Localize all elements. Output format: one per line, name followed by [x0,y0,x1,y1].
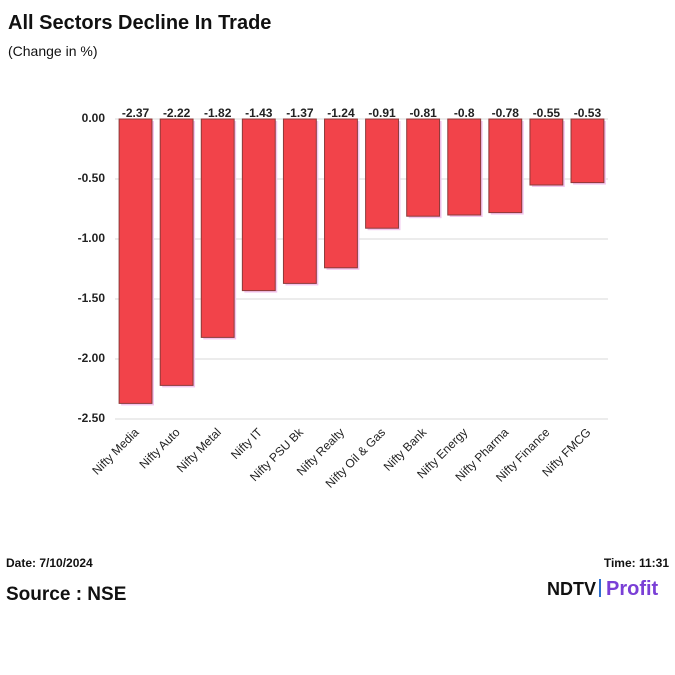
x-tick-label: Nifty IT [228,425,265,462]
bar [570,118,605,184]
date: Date: 7/10/2024 [6,556,93,570]
value-label: -0.53 [574,106,602,120]
x-tick-label: Nifty Metal [174,425,224,475]
bar [447,118,482,216]
y-tick-label: 0.00 [82,111,106,125]
bar [529,118,564,186]
source: Source : NSE [6,584,126,605]
value-label: -0.91 [368,106,396,120]
value-label: -0.78 [492,106,520,120]
value-label: -1.37 [286,106,314,120]
chart-subtitle: (Change in %) [8,43,98,59]
logo-profit: Profit [606,578,659,600]
time: Time: 11:31 [604,556,669,570]
y-tick-label: -1.00 [78,231,106,245]
value-label: -0.55 [533,106,561,120]
bar [282,118,317,284]
bar [324,118,358,269]
value-label: -1.82 [204,106,232,120]
y-tick-label: -1.50 [78,291,106,305]
bar [488,118,523,214]
bar [159,118,194,386]
bar [118,118,153,404]
y-tick-label: -2.00 [78,351,106,365]
logo-ndtv: NDTV [547,579,596,599]
y-tick-label: -2.50 [78,411,106,425]
value-label: -0.8 [454,106,475,120]
y-tick-label: -0.50 [78,171,106,185]
chart-title: All Sectors Decline In Trade [8,12,271,34]
value-label: -1.24 [327,106,355,120]
bar [406,118,441,217]
bar [200,118,235,338]
bar [365,118,399,229]
x-tick-label: Nifty Media [89,425,142,478]
value-label: -1.43 [245,106,273,120]
value-label: -0.81 [409,106,437,120]
bar [241,118,276,292]
value-label: -2.37 [122,106,150,120]
value-label: -2.22 [163,106,191,120]
